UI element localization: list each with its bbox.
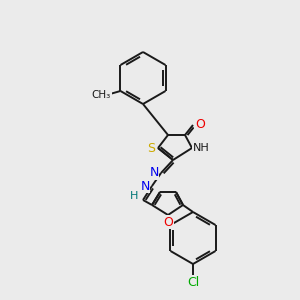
- Text: O: O: [163, 215, 173, 229]
- Text: N: N: [149, 167, 159, 179]
- Text: H: H: [130, 191, 138, 201]
- Text: CH₃: CH₃: [92, 90, 111, 100]
- Text: S: S: [147, 142, 155, 154]
- Text: NH: NH: [193, 143, 209, 153]
- Text: O: O: [195, 118, 205, 131]
- Text: N: N: [140, 179, 150, 193]
- Text: Cl: Cl: [187, 275, 199, 289]
